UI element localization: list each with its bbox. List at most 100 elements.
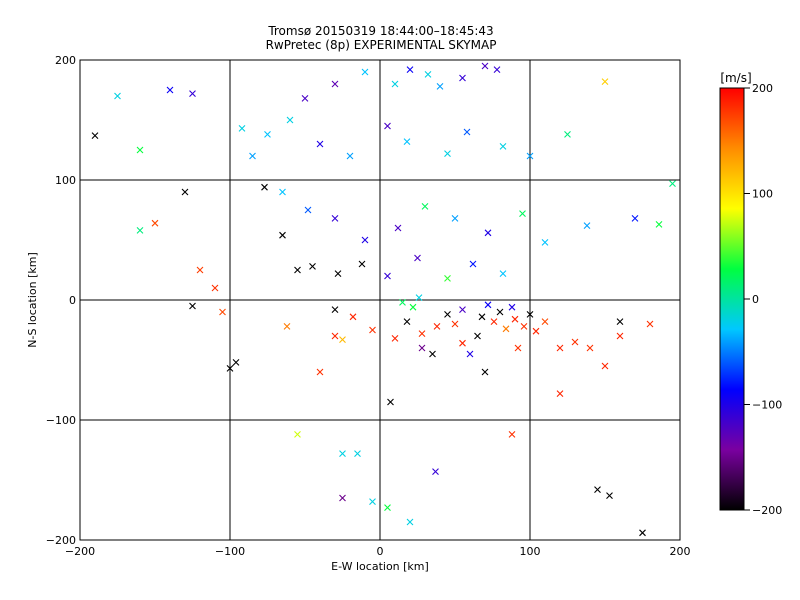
velocity-cross-marker: [571, 338, 579, 346]
velocity-cross-marker: [424, 71, 432, 78]
velocity-cross-marker: [339, 450, 346, 457]
velocity-cross-marker: [415, 294, 423, 301]
velocity-cross-marker: [294, 266, 301, 274]
colorbar-tick-label: 100: [752, 188, 773, 201]
velocity-cross-marker: [114, 92, 121, 100]
x-tick-label: −200: [65, 545, 95, 558]
colorbar-ticks: 200 100 0 −100 −200: [744, 82, 782, 517]
velocity-cross-marker: [646, 320, 654, 328]
x-tick-label: 100: [520, 545, 541, 558]
velocity-cross-marker: [406, 66, 414, 73]
velocity-cross-marker: [358, 260, 366, 268]
velocity-cross-marker: [403, 318, 411, 325]
velocity-cross-marker: [655, 221, 663, 228]
velocity-cross-marker: [520, 323, 528, 330]
x-tick-label: 0: [377, 545, 384, 558]
velocity-cross-marker: [301, 95, 309, 102]
y-tick-label: 0: [69, 294, 76, 307]
velocity-cross-marker: [196, 266, 204, 274]
plot-area: −200 −100 0 100 200 200 100 0 −100 −200: [46, 54, 691, 558]
velocity-cross-marker: [444, 150, 451, 157]
velocity-cross-marker: [369, 498, 376, 505]
velocity-cross-marker: [418, 344, 426, 352]
velocity-cross-marker: [399, 299, 406, 306]
x-axis-ticks: −200 −100 0 100 200: [65, 60, 691, 558]
velocity-cross-marker: [459, 306, 466, 313]
velocity-cross-marker: [514, 344, 522, 352]
velocity-cross-marker: [616, 332, 624, 340]
velocity-cross-marker: [474, 332, 481, 340]
velocity-cross-marker: [481, 368, 489, 376]
velocity-cross-marker: [334, 270, 342, 277]
velocity-cross-marker: [286, 116, 294, 124]
velocity-cross-marker: [639, 529, 646, 537]
velocity-cross-marker: [519, 210, 526, 217]
velocity-cross-marker: [346, 152, 354, 160]
x-axis-label: E-W location [km]: [331, 560, 429, 573]
velocity-cross-marker: [429, 350, 436, 358]
y-axis-label: N-S location [km]: [26, 252, 39, 348]
velocity-cross-marker: [309, 263, 316, 270]
velocity-cross-marker: [478, 313, 486, 321]
velocity-cross-marker: [387, 398, 394, 406]
velocity-cross-marker: [484, 301, 492, 309]
velocity-cross-marker: [499, 143, 507, 150]
velocity-cross-marker: [384, 272, 391, 280]
velocity-cross-marker: [283, 323, 291, 330]
velocity-cross-marker: [444, 275, 451, 282]
velocity-cross-marker: [526, 152, 534, 160]
velocity-cross-marker: [493, 66, 501, 73]
velocity-cross-marker: [279, 188, 286, 196]
velocity-cross-marker: [556, 344, 564, 352]
velocity-cross-marker: [432, 468, 439, 475]
x-tick-label: 200: [670, 545, 691, 558]
velocity-cross-marker: [556, 390, 564, 397]
velocity-cross-marker: [631, 215, 639, 222]
grid-lines: [80, 60, 680, 540]
colorbar-tick-label: 0: [752, 293, 759, 306]
velocity-cross-marker: [91, 132, 99, 139]
velocity-cross-marker: [508, 431, 516, 438]
velocity-cross-marker: [669, 180, 676, 187]
chart-title-line1: Tromsø 20150319 18:44:00–18:45:43: [267, 24, 493, 38]
chart-title-line2: RwPretec (8p) EXPERIMENTAL SKYMAP: [266, 38, 497, 52]
velocity-cross-marker: [354, 450, 361, 457]
x-tick-label: −100: [215, 545, 245, 558]
y-tick-label: 100: [55, 174, 76, 187]
velocity-cross-marker: [564, 131, 571, 138]
colorbar-unit-label: [m/s]: [720, 71, 751, 85]
velocity-cross-marker: [496, 308, 504, 316]
colorbar-tick-label: −100: [752, 399, 782, 412]
velocity-cross-marker: [394, 224, 402, 232]
velocity-cross-marker: [232, 359, 240, 366]
velocity-cross-marker: [331, 80, 339, 88]
velocity-cross-marker: [502, 325, 510, 333]
velocity-cross-marker: [484, 229, 492, 237]
y-axis-ticks: 200 100 0 −100 −200: [46, 54, 680, 547]
y-tick-label: −200: [46, 534, 76, 547]
velocity-cross-marker: [349, 313, 357, 321]
velocity-cross-marker: [511, 315, 519, 323]
velocity-cross-marker: [316, 140, 324, 148]
velocity-cross-marker: [151, 219, 159, 227]
velocity-cross-marker: [384, 122, 391, 130]
velocity-cross-marker: [594, 486, 601, 493]
data-markers: [91, 62, 676, 537]
velocity-cross-marker: [238, 125, 246, 132]
velocity-cross-marker: [601, 362, 609, 370]
velocity-cross-marker: [403, 138, 411, 145]
velocity-cross-marker: [261, 183, 268, 191]
velocity-cross-marker: [361, 68, 369, 76]
velocity-cross-marker: [264, 131, 271, 138]
velocity-cross-marker: [166, 86, 174, 94]
velocity-cross-marker: [304, 206, 312, 214]
velocity-cross-marker: [414, 254, 421, 262]
velocity-cross-marker: [436, 83, 444, 90]
velocity-cross-marker: [583, 222, 591, 229]
velocity-cross-marker: [418, 330, 426, 337]
velocity-cross-marker: [219, 308, 226, 316]
velocity-cross-marker: [490, 318, 498, 325]
velocity-cross-marker: [339, 336, 346, 343]
velocity-cross-marker: [211, 284, 219, 292]
